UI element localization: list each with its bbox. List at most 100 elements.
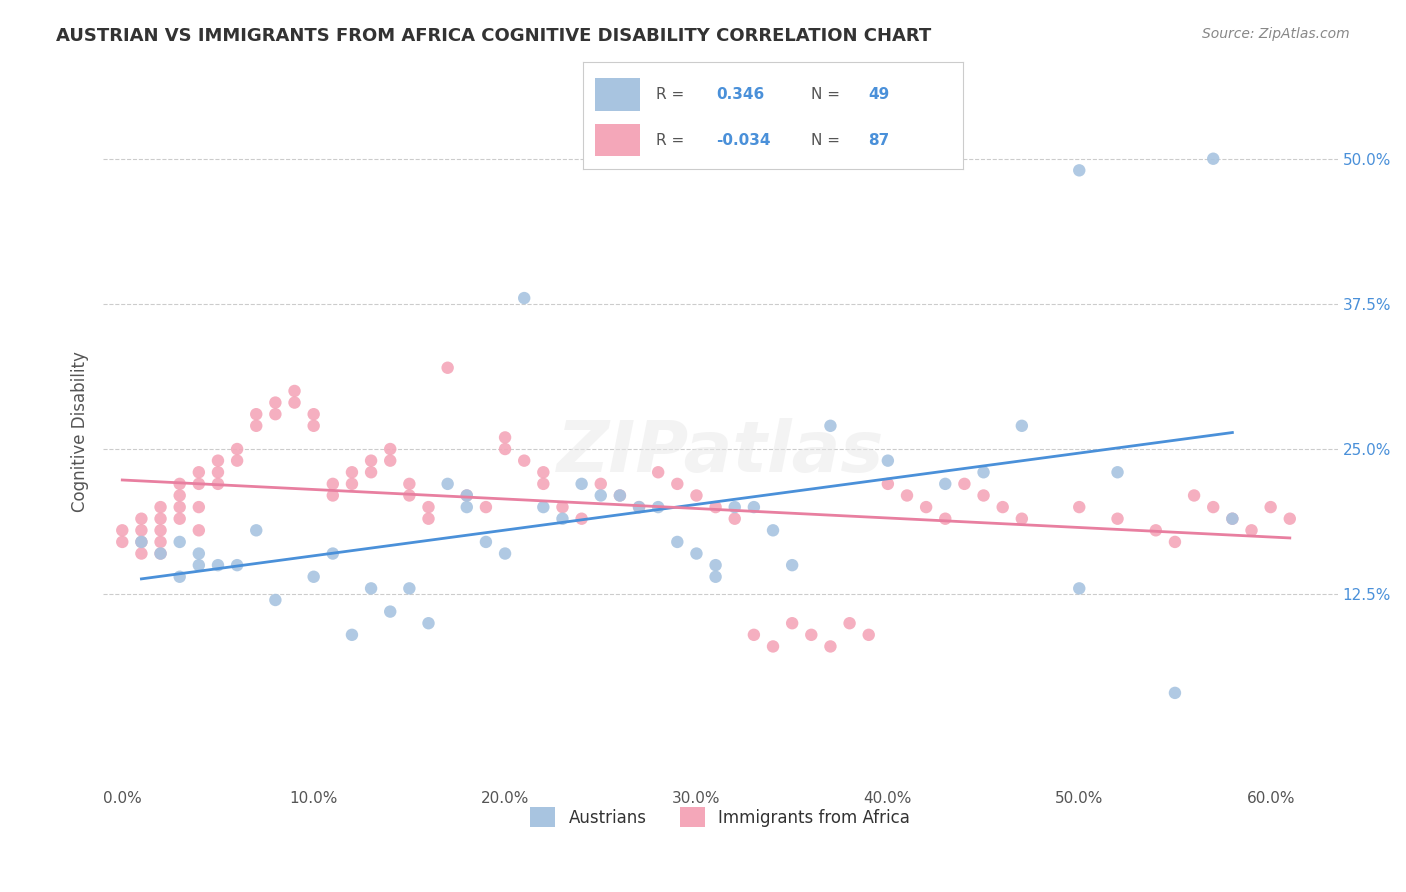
Point <box>360 465 382 479</box>
Point <box>513 453 536 467</box>
Point <box>551 500 574 514</box>
Point <box>131 547 153 561</box>
Text: 0.346: 0.346 <box>717 87 765 102</box>
Point <box>973 488 995 502</box>
Point <box>991 500 1014 514</box>
Point <box>1278 512 1301 526</box>
Point <box>1202 152 1225 166</box>
Point <box>340 476 363 491</box>
Point <box>647 500 669 514</box>
Text: N =: N = <box>811 133 841 147</box>
Text: 87: 87 <box>869 133 890 147</box>
Point <box>398 476 420 491</box>
Point <box>1107 465 1129 479</box>
Point <box>456 488 478 502</box>
Bar <box>595 124 641 156</box>
Point <box>169 476 191 491</box>
Point <box>609 488 631 502</box>
Text: R =: R = <box>655 87 683 102</box>
Point <box>513 291 536 305</box>
Point <box>838 616 860 631</box>
Point <box>131 524 153 538</box>
Point <box>704 570 727 584</box>
Point <box>169 570 191 584</box>
Point <box>1222 512 1244 526</box>
Point <box>896 488 918 502</box>
Point <box>1069 582 1091 596</box>
Point <box>1107 512 1129 526</box>
Point <box>169 500 191 514</box>
Point <box>149 547 172 561</box>
Point <box>1164 535 1187 549</box>
Point <box>1202 500 1225 514</box>
Text: N =: N = <box>811 87 841 102</box>
Point <box>858 628 880 642</box>
Point <box>131 535 153 549</box>
Text: -0.034: -0.034 <box>717 133 770 147</box>
Point <box>1011 418 1033 433</box>
Point <box>302 570 325 584</box>
Point <box>1069 500 1091 514</box>
Point <box>302 418 325 433</box>
Point <box>245 524 267 538</box>
Legend: Austrians, Immigrants from Africa: Austrians, Immigrants from Africa <box>524 800 917 834</box>
Point <box>207 476 229 491</box>
Point <box>494 547 516 561</box>
Point <box>494 430 516 444</box>
Point <box>475 500 498 514</box>
Point <box>800 628 823 642</box>
Point <box>456 500 478 514</box>
Point <box>207 453 229 467</box>
Point <box>131 512 153 526</box>
Point <box>1011 512 1033 526</box>
Point <box>187 547 209 561</box>
Point <box>780 616 803 631</box>
Point <box>187 558 209 573</box>
Point <box>207 558 229 573</box>
Point <box>340 465 363 479</box>
Point <box>876 453 898 467</box>
Point <box>742 500 765 514</box>
Point <box>226 453 249 467</box>
Point <box>436 476 458 491</box>
Point <box>169 535 191 549</box>
Point <box>302 407 325 421</box>
Point <box>531 500 554 514</box>
Point <box>149 547 172 561</box>
Point <box>475 535 498 549</box>
Point <box>187 500 209 514</box>
Point <box>111 524 134 538</box>
Point <box>762 640 785 654</box>
Point <box>283 384 305 398</box>
Point <box>1164 686 1187 700</box>
Text: 49: 49 <box>869 87 890 102</box>
Point <box>628 500 651 514</box>
Point <box>876 476 898 491</box>
Point <box>551 512 574 526</box>
Point <box>380 605 402 619</box>
Point <box>226 558 249 573</box>
Point <box>418 616 440 631</box>
Text: Source: ZipAtlas.com: Source: ZipAtlas.com <box>1202 27 1350 41</box>
Point <box>724 500 747 514</box>
Point <box>322 476 344 491</box>
Point <box>226 442 249 456</box>
Point <box>762 524 785 538</box>
Point <box>1240 524 1263 538</box>
Point <box>780 558 803 573</box>
Point <box>685 547 707 561</box>
Point <box>724 512 747 526</box>
Point <box>934 512 956 526</box>
Point <box>418 500 440 514</box>
Point <box>340 628 363 642</box>
Bar <box>595 78 641 111</box>
Point <box>820 418 842 433</box>
Point <box>1069 163 1091 178</box>
Point <box>1182 488 1205 502</box>
Point <box>1222 512 1244 526</box>
Point <box>149 512 172 526</box>
Point <box>418 512 440 526</box>
Point <box>915 500 938 514</box>
Point <box>111 535 134 549</box>
Point <box>704 500 727 514</box>
